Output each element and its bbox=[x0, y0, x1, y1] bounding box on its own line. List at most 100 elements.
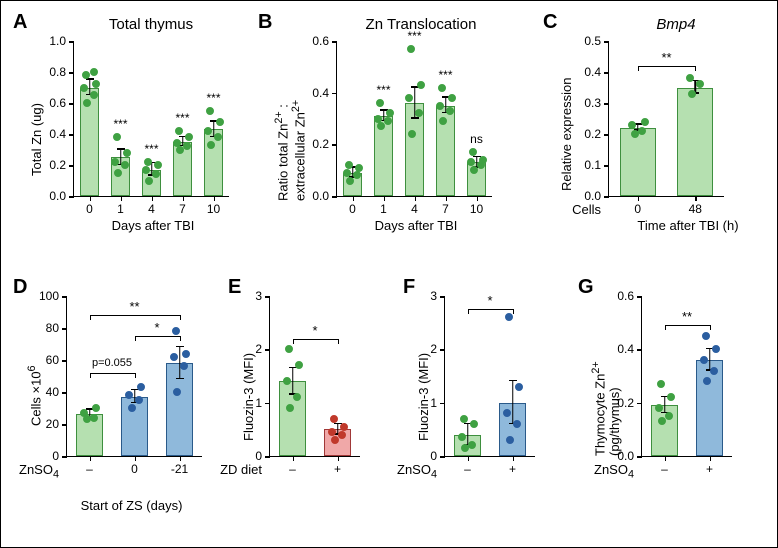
ytick-label: 1 bbox=[232, 396, 262, 410]
data-point bbox=[470, 420, 478, 428]
ytick-label: 3 bbox=[232, 289, 262, 303]
data-point bbox=[658, 417, 666, 425]
data-point bbox=[376, 99, 384, 107]
significance-marker: * bbox=[312, 323, 317, 338]
xtick-label: 1 bbox=[369, 202, 399, 216]
data-point bbox=[386, 109, 394, 117]
ytick-label: 0.5 bbox=[571, 34, 601, 48]
data-point bbox=[113, 133, 121, 141]
data-point bbox=[135, 396, 143, 404]
data-point bbox=[405, 94, 413, 102]
xtick-label: 0 bbox=[338, 202, 368, 216]
data-point bbox=[330, 415, 338, 423]
ytick-label: 0.4 bbox=[571, 65, 601, 79]
data-point bbox=[417, 81, 425, 89]
ytick-label: 2 bbox=[407, 342, 437, 356]
ytick-label: 0.2 bbox=[604, 396, 634, 410]
data-point bbox=[328, 428, 336, 436]
row-label: ZnSO4 bbox=[9, 462, 59, 481]
data-point bbox=[137, 383, 145, 391]
data-point bbox=[92, 80, 100, 88]
ytick-label: 0.3 bbox=[571, 96, 601, 110]
data-point bbox=[665, 412, 673, 420]
xtick-label: 10 bbox=[199, 202, 229, 216]
significance-marker: ** bbox=[682, 309, 692, 324]
panel-a: A Total thymus Total Zn (ug) 0.00.20.40.… bbox=[11, 11, 241, 261]
data-point bbox=[123, 149, 131, 157]
xtick-label: 4 bbox=[137, 202, 167, 216]
data-point bbox=[710, 367, 718, 375]
ytick-label: 0.4 bbox=[36, 127, 66, 141]
data-point bbox=[458, 433, 466, 441]
data-point bbox=[182, 350, 190, 358]
significance-marker: *** bbox=[113, 117, 127, 131]
row-label: Cells bbox=[551, 202, 601, 217]
data-point bbox=[207, 141, 215, 149]
data-point bbox=[408, 130, 416, 138]
xtick-label: 48 bbox=[680, 202, 710, 216]
panel-label-a: A bbox=[13, 11, 27, 34]
ytick-label: 0.8 bbox=[36, 65, 66, 79]
ytick-label: 60 bbox=[29, 353, 59, 367]
panel-label-g: G bbox=[578, 276, 594, 299]
data-point bbox=[80, 409, 88, 417]
ytick-label: 0 bbox=[29, 449, 59, 463]
xtick-label: 0 bbox=[120, 462, 150, 476]
significance-marker: *** bbox=[144, 142, 158, 156]
significance-marker: * bbox=[154, 320, 159, 335]
data-point bbox=[173, 139, 181, 147]
data-point bbox=[641, 118, 649, 126]
xtick-label: -21 bbox=[165, 462, 195, 476]
data-point bbox=[696, 80, 704, 88]
panel-label-d: D bbox=[13, 276, 27, 299]
ytick-label: 0.0 bbox=[299, 189, 329, 203]
data-point bbox=[446, 107, 454, 115]
panel-title-a: Total thymus bbox=[81, 16, 221, 33]
data-point bbox=[415, 109, 423, 117]
data-point bbox=[345, 161, 353, 169]
xtick-label: – bbox=[453, 462, 483, 476]
data-point bbox=[295, 361, 303, 369]
panel-label-b: B bbox=[258, 11, 272, 34]
ytick-label: 0 bbox=[407, 449, 437, 463]
ytick-label: 80 bbox=[29, 321, 59, 335]
chart-d: 020406080100–0-21***p=0.055ZnSO4 bbox=[66, 296, 202, 457]
data-point bbox=[204, 127, 212, 135]
chart-c: 0.00.10.20.30.40.5048**Cells bbox=[608, 41, 724, 197]
data-point bbox=[657, 380, 665, 388]
data-point bbox=[384, 117, 392, 125]
data-point bbox=[469, 148, 477, 156]
significance-marker: *** bbox=[407, 29, 421, 43]
significance-marker: *** bbox=[438, 68, 452, 82]
data-point bbox=[702, 332, 710, 340]
data-point bbox=[172, 327, 180, 335]
data-point bbox=[285, 345, 293, 353]
significance-marker: *** bbox=[175, 111, 189, 125]
data-point bbox=[331, 436, 339, 444]
xtick-label: 0 bbox=[75, 202, 105, 216]
data-point bbox=[180, 362, 188, 370]
data-point bbox=[505, 313, 513, 321]
ytick-label: 0.2 bbox=[299, 137, 329, 151]
data-point bbox=[125, 391, 133, 399]
data-point bbox=[688, 90, 696, 98]
data-point bbox=[638, 127, 646, 135]
significance-marker: ** bbox=[129, 299, 139, 314]
ytick-label: 0.0 bbox=[604, 449, 634, 463]
data-point bbox=[655, 404, 663, 412]
data-point bbox=[703, 377, 711, 385]
data-point bbox=[92, 404, 100, 412]
bar bbox=[620, 128, 656, 196]
panel-label-c: C bbox=[543, 11, 557, 34]
ytick-label: 20 bbox=[29, 417, 59, 431]
xtick-label: 0 bbox=[623, 202, 653, 216]
xtick-label: + bbox=[695, 462, 725, 476]
ytick-label: 1 bbox=[407, 396, 437, 410]
data-point bbox=[114, 169, 122, 177]
ytick-label: 0.6 bbox=[604, 289, 634, 303]
data-point bbox=[90, 91, 98, 99]
ytick-label: 40 bbox=[29, 385, 59, 399]
data-point bbox=[90, 68, 98, 76]
panel-g: G Thymocyte Zn2+(pg/thymus) 0.00.20.40.6… bbox=[576, 276, 766, 546]
data-point bbox=[183, 142, 191, 150]
